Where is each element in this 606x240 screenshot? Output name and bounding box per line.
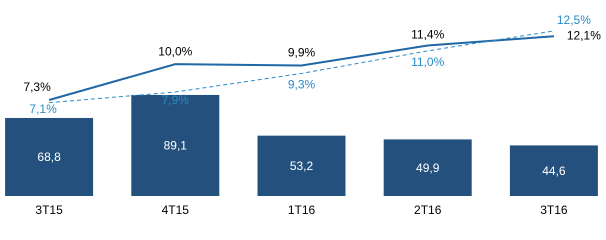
bar [509,145,598,196]
line-value-label: 7,3% [23,80,51,94]
line-value-label: 7,1% [29,102,57,116]
chart: 3T15 4T15 1T16 2T16 3T16 68,8 89,1 53,2 49,9 44,6… [5,13,601,217]
bar-value-label: 89,1 [164,139,188,153]
x-tick-label: 1T16 [288,203,316,217]
line-value-label: 9,3% [288,78,316,92]
bar-value-label: 68,8 [37,150,61,164]
line-value-label: 11,4% [411,28,444,42]
x-tick-label: 3T16 [540,203,568,217]
line-value-label: 12,5% [557,13,591,27]
line-value-label: 9,9% [288,46,316,60]
bar-value-label: 49,9 [416,161,440,175]
solid-line [48,35,554,101]
bar-value-label: 44,6 [542,164,566,178]
bar [383,139,472,196]
line-value-label: 7,9% [162,93,190,107]
bar [257,135,346,196]
dashed-line [49,30,554,104]
x-tick-label: 3T15 [35,203,63,217]
bar-value-label: 53,2 [290,159,314,173]
bar [5,117,94,196]
line-value-label: 10,0% [158,44,192,58]
line-value-label: 12,1% [567,28,601,42]
x-tick-label: 4T15 [162,203,190,217]
line-value-label: 11,0% [411,55,444,69]
bar [131,94,220,196]
x-tick-label: 2T16 [414,203,442,217]
